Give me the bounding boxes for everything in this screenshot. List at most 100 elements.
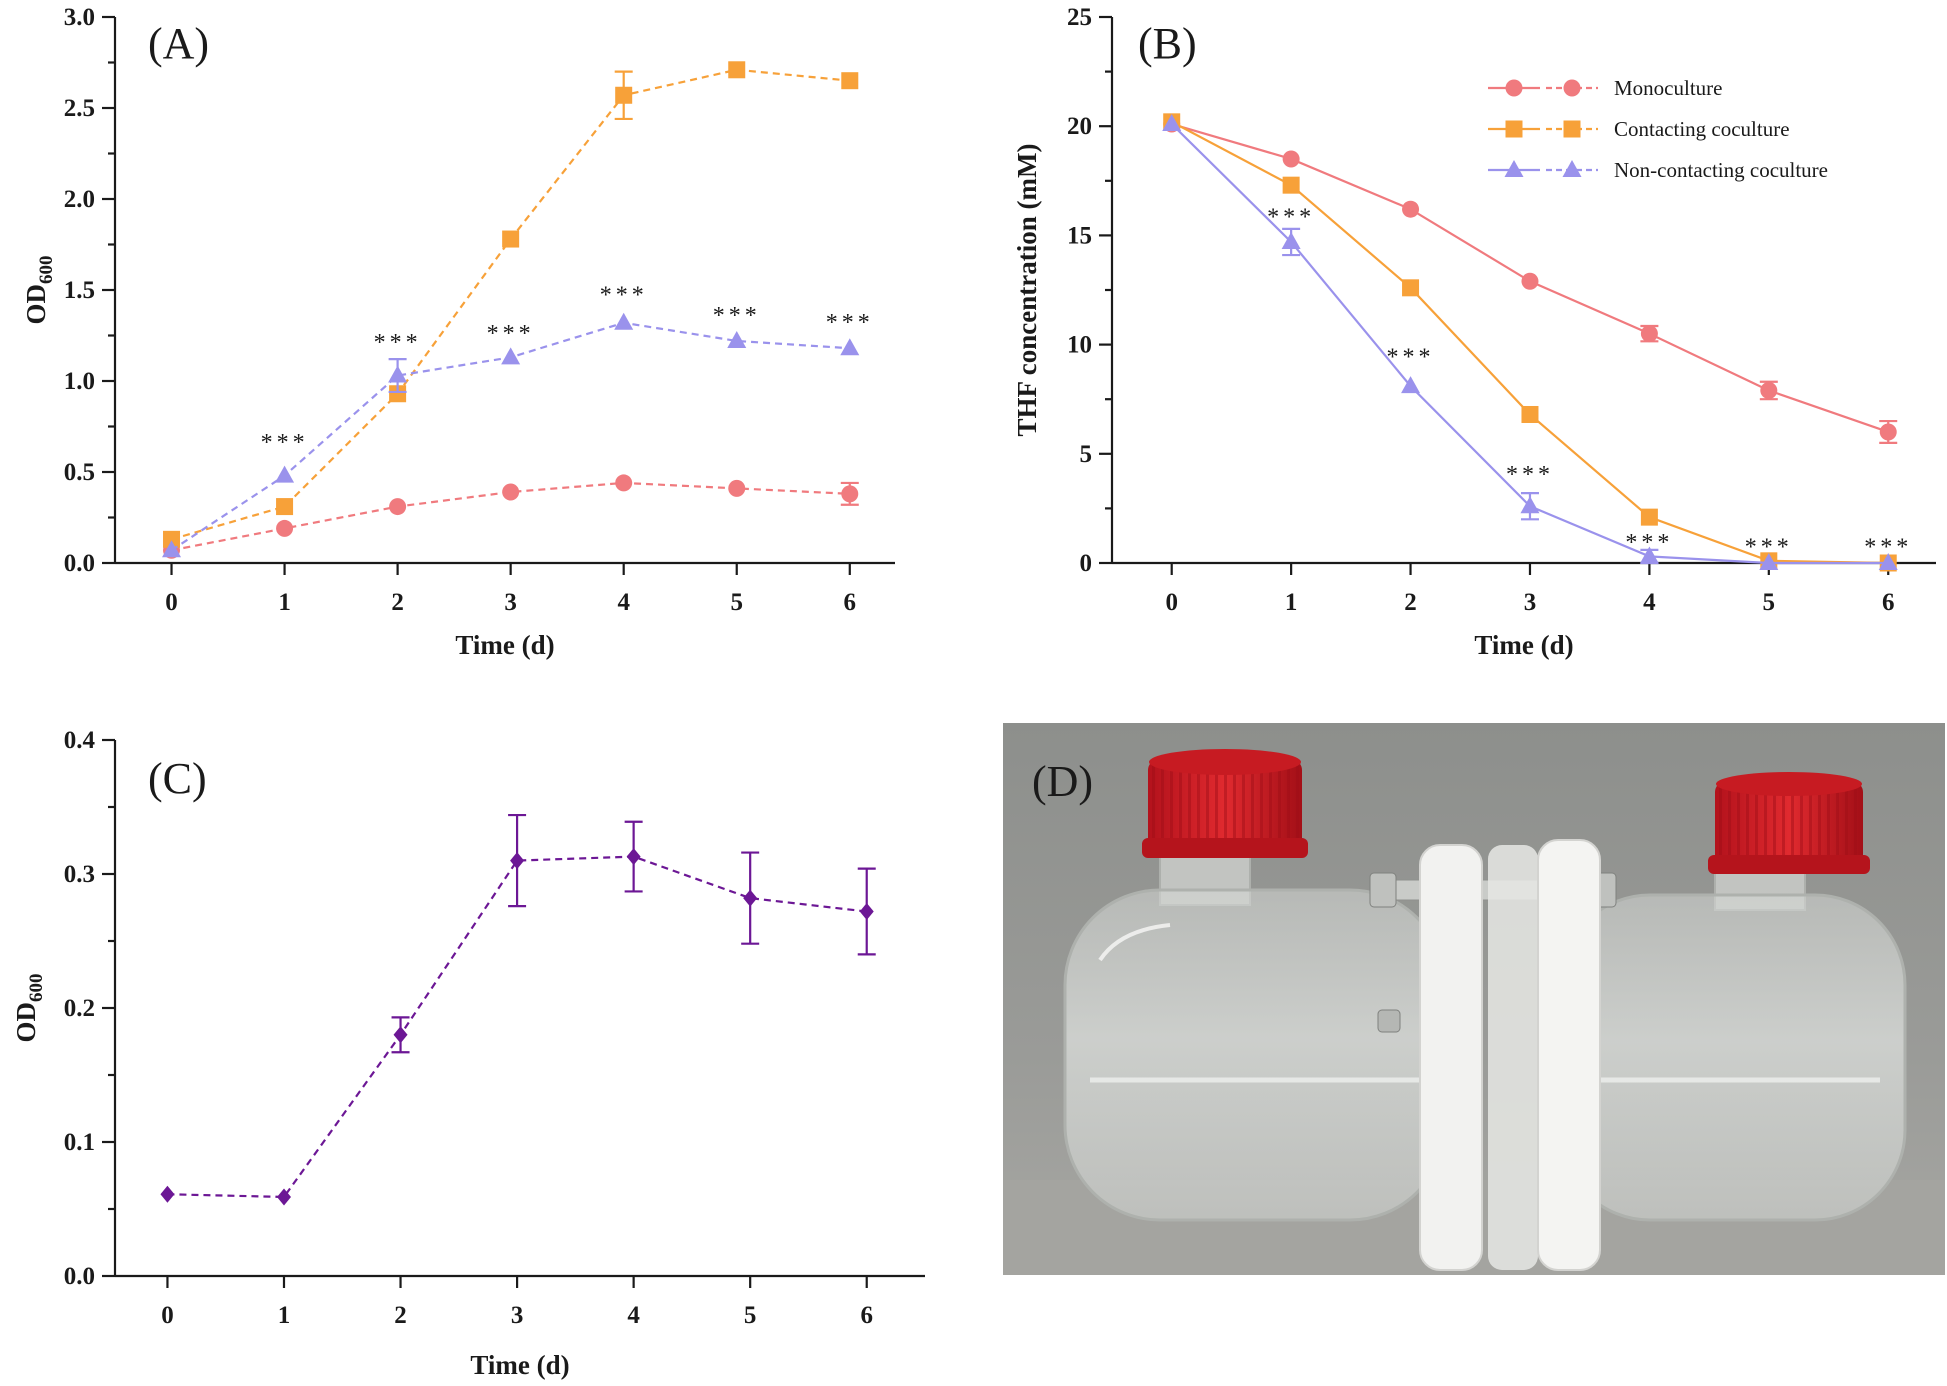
- chart-c-data-point: [859, 903, 874, 921]
- chart-c-data-point: [626, 848, 641, 866]
- chart-b-data-point: [1162, 114, 1182, 132]
- chart-a-data-point: [502, 483, 520, 501]
- panel-b: 0 5 10 15 20 25 0 1 2 3 4 5 6 Time (d) THF concentrati…: [1012, 4, 1936, 660]
- chart-a-x-tick-label: 5: [730, 589, 743, 616]
- chart-c-x-tick-label: 2: [394, 1302, 407, 1329]
- chart-a-y-tick-label: 2.5: [64, 95, 95, 122]
- chart-a-x-tick-label: 3: [504, 589, 517, 616]
- chart-c-y-tick-label: 0.4: [64, 727, 96, 754]
- chart-c-y-axis-title: OD600: [11, 974, 47, 1043]
- chart-b-y-tick-label: 25: [1067, 4, 1092, 31]
- chart-a-data-point: [615, 474, 633, 492]
- chart-a-data-point: [615, 86, 633, 104]
- chart-a-significance-label: ***: [487, 321, 535, 347]
- chart-a-y-axis-title-main: OD: [21, 284, 51, 325]
- chart-b-data-point: [1760, 381, 1778, 399]
- chart-b-legend-label: Contacting coculture: [1614, 117, 1790, 141]
- chart-b-y-tick-label: 15: [1067, 222, 1092, 249]
- chart-b-data-point: [1639, 546, 1659, 564]
- chart-a-data-point: [389, 385, 407, 403]
- chart-b-legend-label: Monoculture: [1614, 76, 1722, 100]
- chart-b-data-point: [1282, 150, 1300, 168]
- chart-a-x-axis-title: Time (d): [455, 630, 554, 660]
- chart-c-panel-label: (C): [148, 754, 207, 803]
- chart-b-x-tick-label: 5: [1763, 589, 1776, 616]
- chart-b-data-point: [1640, 325, 1658, 343]
- chart-b-significance-label: ***: [1864, 534, 1912, 560]
- chart-b-data-point: [1640, 508, 1658, 526]
- chart-c-x-tick-label: 6: [860, 1302, 873, 1329]
- chart-a-significance-label: ***: [374, 330, 422, 356]
- chart-b-legend-marker: [1505, 79, 1523, 97]
- left-red-cap: [1142, 749, 1308, 858]
- chart-b-legend-item: Monoculture: [1488, 76, 1722, 100]
- chart-b-data-point: [1282, 176, 1300, 194]
- chart-a-data-point: [728, 479, 746, 497]
- chart-c-y-axis-title-subscript: 600: [26, 974, 47, 1003]
- chart-a-series-contacting-coculture: [163, 61, 859, 548]
- chart-a-data-point: [162, 540, 182, 558]
- chart-b-y-axis-title-main: THF concentration (mM): [1012, 144, 1042, 437]
- chart-b-y-axis-title: THF concentration (mM): [1012, 144, 1042, 437]
- chart-a-x-tick-label: 1: [278, 589, 291, 616]
- chart-b-x-tick-label: 0: [1165, 589, 1178, 616]
- chart-a-data-point: [501, 347, 521, 365]
- chart-b-significance-label: ***: [1625, 530, 1673, 556]
- chart-c-series-line: [167, 855, 867, 1199]
- chart-a-x-tick-label: 6: [844, 589, 857, 616]
- chart-a-y-axis-title-subscript: 600: [36, 256, 57, 285]
- chart-c-data-point: [276, 1188, 291, 1206]
- chart-c-y-tick-label: 0.2: [64, 995, 95, 1022]
- chart-a-x-tick-label: 2: [391, 589, 404, 616]
- chart-c-x-axis-title: Time (d): [470, 1350, 569, 1380]
- chart-b-data-point: [1401, 376, 1421, 394]
- chart-b-x-tick-label: 2: [1404, 589, 1417, 616]
- chart-c-y-tick-label: 0.1: [64, 1129, 95, 1156]
- chart-a-data-point: [388, 365, 408, 383]
- chart-b-legend-marker: [1562, 160, 1582, 177]
- chart-c-y-tick-label: 0.3: [64, 861, 95, 888]
- chart-c-x-tick-label: 4: [627, 1302, 640, 1329]
- chart-a-data-point: [276, 519, 294, 537]
- chart-b-y-tick-label: 10: [1067, 332, 1092, 359]
- chart-b-x-tick-label: 6: [1882, 589, 1895, 616]
- chart-b-significance-label: ***: [1267, 204, 1315, 230]
- panel-c: 0.0 0.1 0.2 0.3 0.4 0 1 2 3 4 5 6 Time (d) OD600 (C): [11, 727, 925, 1380]
- chart-c-y-axis-title-main: OD: [11, 1002, 41, 1043]
- chart-a-y-tick-label: 2.0: [64, 186, 95, 213]
- chart-b-significance-label: ***: [1745, 534, 1793, 560]
- panel-d-photo: (D): [1003, 723, 1945, 1275]
- chart-a-y-tick-label: 1.0: [64, 368, 95, 395]
- chart-a-x-tick-label: 0: [165, 589, 178, 616]
- chart-b-y-tick-label: 0: [1080, 550, 1093, 577]
- chart-b-data-point: [1402, 279, 1420, 297]
- chart-a-significance-label: ***: [713, 303, 761, 329]
- panel-a: 0.0 0.5 1.0 1.5 2.0 2.5 3.0 0 1 2 3 4 5 6 Time (d) OD60…: [21, 4, 895, 660]
- chart-a-x-tick-label: 4: [617, 589, 630, 616]
- chart-a-significance-label: ***: [826, 310, 874, 336]
- chart-b-legend-item: Contacting coculture: [1488, 117, 1790, 141]
- clamp-assembly: [1369, 839, 1617, 1271]
- chart-a-data-point: [841, 485, 859, 503]
- chart-b-data-point: [1879, 423, 1897, 441]
- chart-a-data-point: [841, 72, 859, 90]
- chart-b-significance-label: ***: [1387, 344, 1435, 370]
- chart-a-data-point: [163, 530, 181, 548]
- chart-b-data-point: [1878, 553, 1898, 570]
- chart-b-y-tick-label: 5: [1080, 441, 1093, 468]
- chart-b-legend-marker: [1504, 160, 1524, 177]
- chart-a-data-point: [275, 465, 295, 483]
- chart-b-legend-item: Non-contacting coculture: [1488, 158, 1828, 182]
- chart-a-panel-label: (A): [148, 19, 209, 68]
- chart-b-legend-marker: [1505, 120, 1523, 138]
- chart-b-legend-label: Non-contacting coculture: [1614, 158, 1828, 182]
- chart-c-data-point: [393, 1026, 408, 1044]
- chart-a-data-point: [502, 230, 520, 248]
- chart-a-data-point: [276, 498, 294, 516]
- chart-a-y-tick-label: 3.0: [64, 4, 95, 31]
- panel-label-d: (D): [1032, 757, 1093, 806]
- chart-c-series-panel-c: [160, 813, 876, 1206]
- chart-c-x-tick-label: 5: [744, 1302, 757, 1329]
- chart-b-data-point: [1402, 200, 1420, 218]
